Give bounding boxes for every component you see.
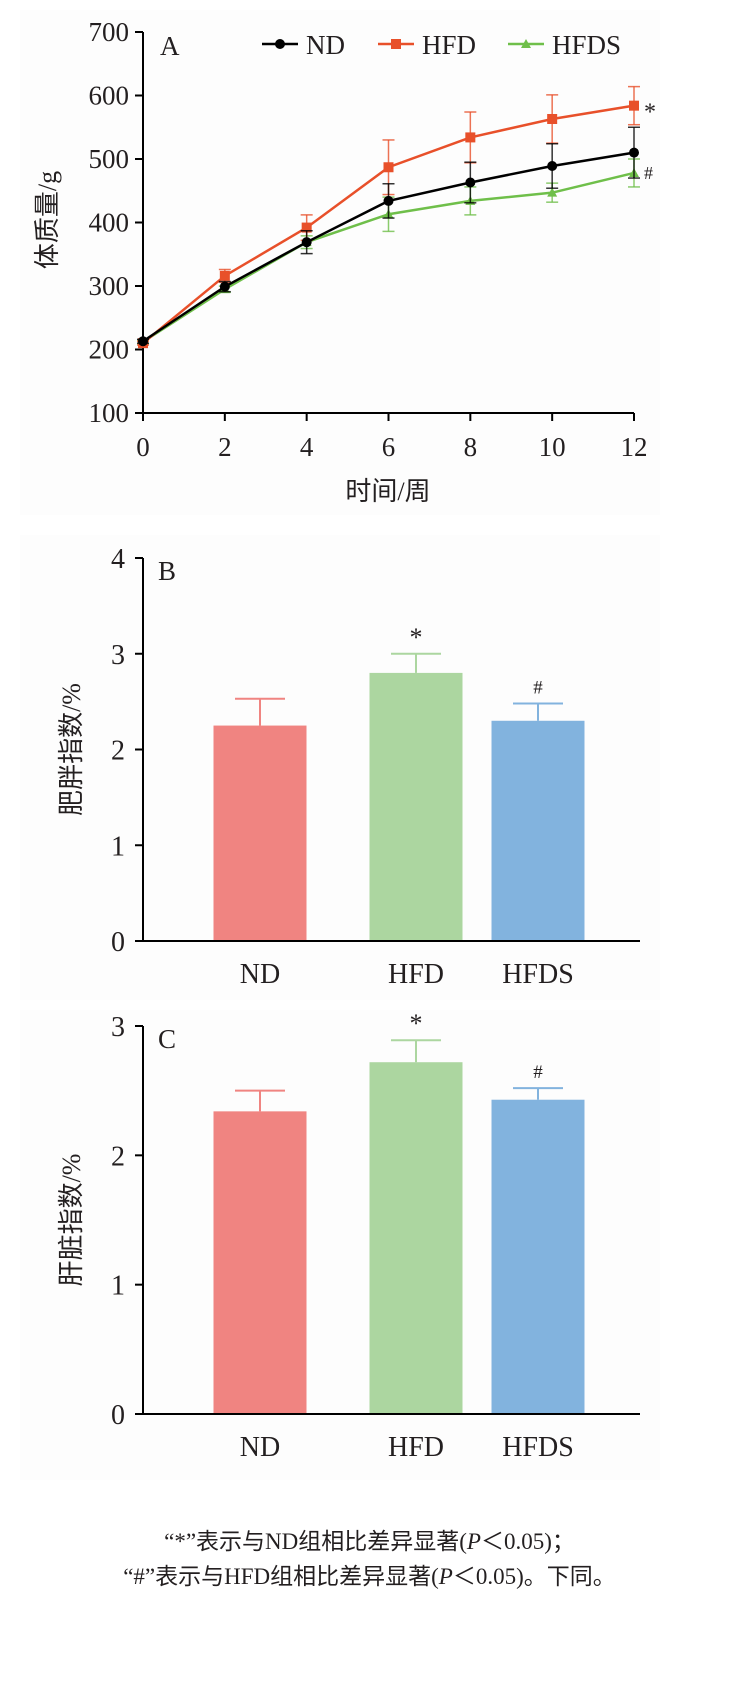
legend-label: ND: [306, 30, 345, 60]
panel-label: B: [158, 556, 176, 586]
bar-ND: [213, 725, 307, 941]
x-tick-label: ND: [240, 959, 280, 990]
y-tick-label: 1: [111, 1271, 125, 1302]
panel-label: A: [160, 31, 180, 61]
y-tick-label: 3: [111, 1012, 125, 1043]
x-tick-label: 2: [218, 432, 232, 462]
bar-ND: [213, 1111, 307, 1414]
footnote-p: P: [438, 1564, 453, 1589]
significance-mark: *: [410, 623, 423, 652]
footnote-text: ＜0.05)；: [480, 1529, 575, 1554]
footnote-line-1: “*”表示与ND组相比差异显著(P＜0.05)；: [0, 1522, 739, 1556]
data-point-ND: [547, 160, 558, 171]
y-tick-label: 4: [111, 544, 125, 575]
data-point-HFD: [391, 39, 401, 49]
y-tick-label: 0: [111, 1400, 125, 1431]
footnote-text: “*”表示与ND组相比差异显著(: [164, 1529, 467, 1554]
x-tick-label: 6: [382, 432, 396, 462]
x-tick-label: 8: [464, 432, 478, 462]
x-tick-label: HFD: [388, 959, 444, 990]
footnote-p: P: [466, 1529, 481, 1554]
significance-mark: #: [644, 163, 653, 183]
y-axis-title: 肥胖指数/%: [57, 683, 86, 816]
data-point-HFDS: [521, 39, 531, 48]
x-tick-label: HFDS: [502, 959, 574, 990]
y-tick-label: 200: [89, 335, 130, 365]
y-tick-label: 100: [89, 398, 130, 428]
x-tick-label: 12: [621, 432, 648, 462]
significance-mark: *: [410, 1009, 423, 1038]
bar-HFDS: [491, 720, 585, 941]
x-tick-label: 10: [539, 432, 566, 462]
bar-HFDS: [491, 1099, 585, 1414]
bar-HFD: [369, 672, 463, 941]
legend-label: HFD: [422, 30, 476, 60]
significance-mark: #: [533, 678, 543, 699]
data-point-HFD: [629, 100, 639, 111]
y-axis-title: 肝脏指数/%: [57, 1154, 86, 1287]
y-tick-label: 1: [111, 831, 125, 862]
x-tick-label: 4: [300, 432, 314, 462]
y-axis-title: 体质量/g: [33, 171, 62, 269]
data-point-HFDS: [547, 187, 558, 197]
footnote-text: ＜0.05)。下同。: [452, 1564, 616, 1589]
x-tick-label: 0: [136, 432, 150, 462]
data-point-HFD: [547, 113, 558, 124]
data-point-ND: [383, 195, 394, 206]
data-point-HFD: [219, 270, 230, 281]
y-tick-label: 0: [111, 927, 125, 958]
y-tick-label: 700: [89, 17, 130, 47]
data-point-ND: [275, 39, 285, 49]
significance-mark: #: [533, 1062, 543, 1083]
y-tick-label: 3: [111, 640, 125, 671]
footnote-text: “#”表示与HFD组相比差异显著(: [123, 1564, 439, 1589]
significance-mark: *: [644, 100, 656, 126]
x-axis-title: 时间/周: [345, 477, 430, 506]
data-point-HFD: [383, 162, 394, 173]
x-tick-label: ND: [240, 1432, 280, 1463]
y-tick-label: 400: [89, 208, 130, 238]
y-tick-label: 500: [89, 144, 130, 174]
x-tick-label: HFDS: [502, 1432, 574, 1463]
y-tick-label: 2: [111, 736, 125, 767]
legend-label: HFDS: [552, 30, 621, 60]
bar-HFD: [369, 1062, 463, 1414]
data-point-ND: [465, 177, 476, 188]
y-tick-label: 2: [111, 1141, 125, 1172]
data-point-ND: [629, 147, 639, 158]
x-tick-label: HFD: [388, 1432, 444, 1463]
panel-label: C: [158, 1024, 176, 1054]
data-point-HFD: [465, 132, 476, 143]
y-tick-label: 600: [89, 81, 130, 111]
data-point-HFD: [301, 222, 312, 233]
data-point-ND: [138, 336, 148, 347]
footnote-line-2: “#”表示与HFD组相比差异显著(P＜0.05)。下同。: [0, 1557, 739, 1591]
data-point-ND: [301, 237, 312, 248]
y-tick-label: 300: [89, 271, 130, 301]
data-point-ND: [219, 281, 230, 292]
